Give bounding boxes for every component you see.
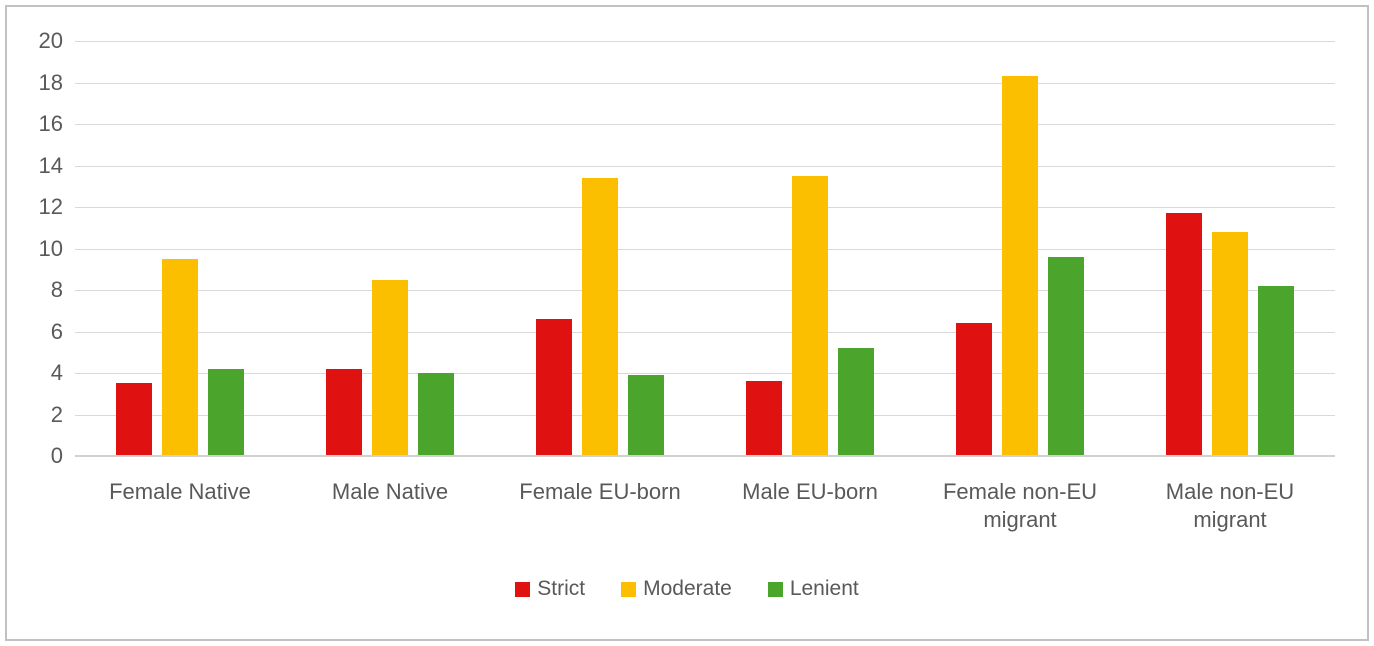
gridline-y4 [75,373,1335,374]
gridline-y16 [75,124,1335,125]
bar-strict-female-non-eu-migrant [956,323,992,456]
x-axis-labels: Female Native Male Native Female EU-born Ma… [75,478,1335,534]
gridline-y8 [75,290,1335,291]
bar-group-female-non-eu-migrant [915,41,1125,456]
legend-label-lenient: Lenient [789,577,859,600]
bar-group-male-non-eu-migrant [1125,41,1335,456]
y-tick-label-0: 0 [50,443,63,468]
bar-strict-male-eu-born [746,381,782,456]
gridline-y10 [75,248,1335,250]
bar-moderate-male-native [372,279,408,456]
gridline-y20 [75,41,1335,42]
x-label-female-eu-born: Female EU-born [519,479,681,504]
y-tick-label-10: 10 [38,235,63,261]
bar-strict-female-eu-born [536,319,572,456]
y-tick-label-8: 8 [50,277,63,302]
bar-moderate-female-native [162,258,198,456]
legend-label-moderate: Moderate [643,577,732,600]
x-label-male-non-eu-migrant: Male non-EU migrant [1165,479,1295,532]
y-tick-label-12: 12 [38,194,63,219]
bar-group-male-native [285,41,495,456]
legend-swatch-strict [515,581,531,597]
plot-area [75,41,1335,457]
x-label-female-native: Female Native [109,479,251,504]
bar-lenient-male-eu-born [838,348,874,456]
bar-strict-male-native [326,368,362,456]
y-tick-label-14: 14 [38,152,63,178]
legend: Strict Moderate Lenient [7,577,1367,601]
y-tick-label-20: 20 [38,28,63,53]
x-label-female-non-eu-migrant: Female non-EU migrant [942,479,1098,532]
bar-group-female-native [75,41,285,456]
bar-strict-female-native [116,383,152,456]
bar-group-male-eu-born [705,41,915,456]
chart-frame: 0 2 4 6 8 10 12 14 16 18 20 Female Native Male Nati… [5,5,1369,641]
y-tick-label-18: 18 [38,69,63,95]
legend-swatch-moderate [621,581,637,597]
bar-lenient-female-native [208,368,244,456]
bar-lenient-female-non-eu-migrant [1048,256,1084,456]
bar-lenient-female-eu-born [628,375,664,456]
bar-moderate-female-non-eu-migrant [1002,76,1038,456]
legend-swatch-lenient [767,581,783,597]
legend-item-lenient: Lenient [767,577,859,601]
x-label-male-eu-born: Male EU-born [742,479,878,504]
bar-moderate-male-eu-born [792,175,828,456]
x-label-male-native: Male Native [331,479,449,504]
bar-moderate-male-non-eu-migrant [1212,231,1248,456]
gridline-y6 [75,331,1335,333]
gridline-y12 [75,207,1335,208]
y-tick-label-2: 2 [50,401,63,427]
gridline-y14 [75,165,1335,167]
bar-strict-male-non-eu-migrant [1166,213,1202,456]
bar-groups [75,41,1335,456]
y-tick-label-6: 6 [50,318,63,344]
legend-item-moderate: Moderate [621,577,732,601]
legend-item-strict: Strict [515,577,585,601]
y-tick-label-4: 4 [50,360,63,385]
gridline-y2 [75,414,1335,416]
bar-moderate-female-eu-born [582,177,618,456]
x-axis-line [75,455,1335,457]
bar-lenient-male-non-eu-migrant [1258,285,1294,456]
y-tick-label-16: 16 [38,111,63,136]
bar-lenient-male-native [418,373,454,456]
legend-label-strict: Strict [537,577,586,600]
gridline-y18 [75,82,1335,84]
bar-group-female-eu-born [495,41,705,456]
